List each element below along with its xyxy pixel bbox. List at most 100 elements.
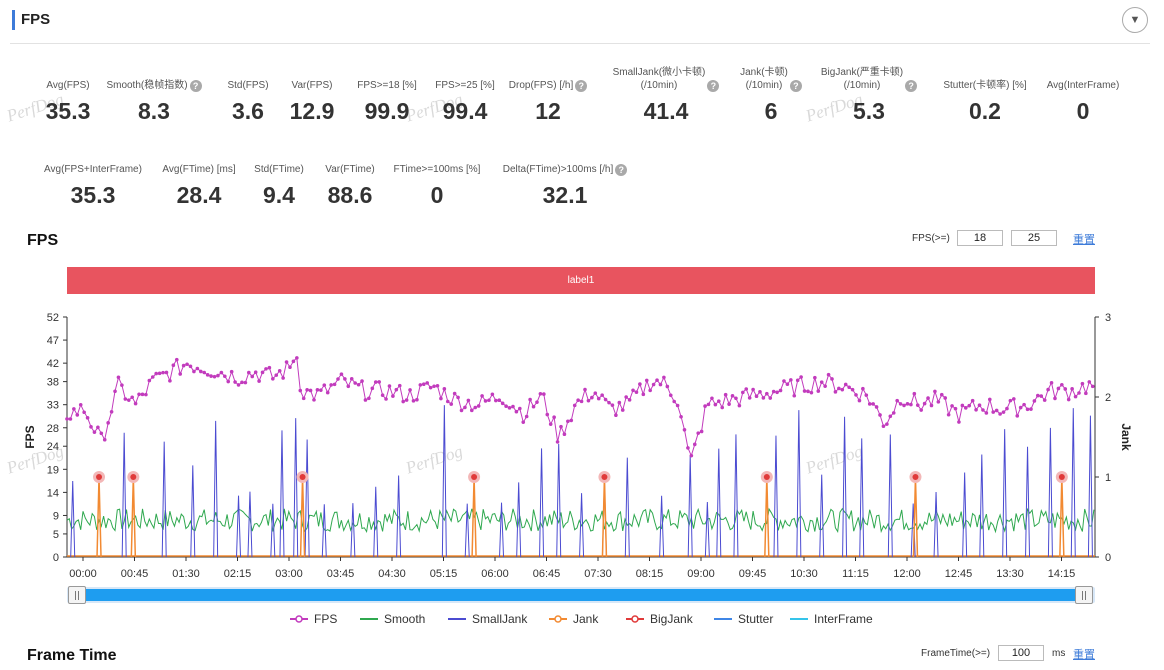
zoom-slider-range[interactable] [77, 589, 1085, 601]
fps-chart-title: FPS [27, 232, 59, 249]
help-icon[interactable]: ? [789, 80, 802, 92]
fps-point [247, 370, 251, 375]
fps-point [843, 382, 848, 387]
fps-point [699, 429, 704, 434]
fps-point [312, 398, 316, 402]
smalljank-spike [704, 502, 710, 558]
fps-point [518, 406, 522, 411]
fps-point [181, 363, 186, 368]
fps-point [68, 417, 73, 421]
x-tick-label: 02:15 [224, 568, 252, 580]
fps-point [847, 385, 851, 390]
metric-label: Var(FTime) [318, 150, 382, 176]
fps-point [686, 446, 690, 450]
fps-point [102, 437, 107, 442]
fps-point [1087, 380, 1092, 384]
chevron-down-icon: ▼ [1129, 14, 1141, 26]
frame-time-title: Frame Time [27, 647, 117, 664]
legend-item[interactable]: BigJank [626, 612, 693, 626]
fps-point [1049, 380, 1054, 385]
bigjank-point [130, 474, 137, 480]
legend-item[interactable]: InterFrame [790, 612, 873, 626]
fps-point [782, 379, 786, 383]
legend-item[interactable]: Jank [549, 612, 598, 626]
help-icon[interactable]: ? [575, 80, 588, 92]
metric-label: Avg(InterFrame) [1038, 66, 1128, 92]
y-left-tick-label: 28 [47, 423, 59, 435]
legend-item[interactable]: Smooth [360, 612, 425, 626]
y-right-axis-title: Jank [1119, 423, 1133, 451]
fps-point [85, 416, 90, 420]
fps-point [106, 421, 110, 425]
fps-point [113, 389, 117, 394]
x-tick-label: 12:00 [893, 568, 921, 580]
help-icon[interactable]: ? [707, 80, 720, 92]
frame-time-reset-link[interactable]: 重置 [1073, 649, 1095, 661]
legend-item[interactable]: SmallJank [448, 612, 527, 626]
jank-spike [601, 476, 608, 558]
fps-point [226, 379, 231, 384]
fps-threshold-2-input[interactable] [1011, 230, 1057, 246]
fps-point [716, 399, 721, 403]
label-band[interactable]: label1 [67, 267, 1095, 294]
legend-item[interactable]: Stutter [714, 612, 773, 626]
metric-label: Avg(FPS) [28, 66, 108, 92]
help-icon[interactable]: ? [905, 80, 918, 92]
jank-spike [130, 476, 137, 558]
legend-label: FPS [314, 612, 338, 626]
frame-time-unit: ms [1052, 648, 1066, 659]
fps-point [593, 391, 598, 395]
metric-value: 99.9 [364, 98, 410, 124]
fps-threshold-1-input[interactable] [957, 230, 1003, 246]
metric-card: BigJank(严重卡顿) (/10min)? 5.3 [818, 66, 920, 125]
fps-point [198, 369, 203, 374]
fps-reset-link[interactable]: 重置 [1073, 234, 1095, 246]
fps-point [168, 379, 172, 383]
frame-time-threshold-input[interactable] [998, 645, 1044, 661]
fps-point [442, 387, 447, 391]
fps-point [548, 422, 553, 426]
fps-point [195, 366, 200, 371]
metric-card: FTime>=100ms [%] 0 [388, 150, 486, 209]
fps-point [662, 375, 666, 380]
fps-point [737, 403, 742, 408]
bigjank-point [1058, 474, 1065, 480]
fps-point [981, 408, 985, 412]
fps-point [459, 408, 464, 413]
fps-point [253, 370, 258, 374]
legend-item[interactable]: FPS [290, 612, 337, 626]
fps-point [692, 442, 697, 447]
fps-point [387, 384, 392, 388]
fps-point [933, 389, 937, 394]
fps-point [950, 404, 954, 408]
metric-label: Avg(FPS+InterFrame) [36, 150, 150, 176]
fps-point [730, 394, 735, 398]
collapse-button[interactable]: ▼ [1122, 7, 1148, 33]
fps-point [483, 399, 488, 403]
metric-label-text: FPS>=18 [%] [357, 80, 417, 91]
metric-label-text: Avg(InterFrame) [1046, 80, 1120, 91]
fps-point [785, 382, 790, 387]
fps-point [939, 392, 944, 397]
legend-label: Smooth [384, 612, 426, 626]
fps-point [240, 380, 244, 385]
metric-card: FPS>=25 [%] 99.4 [425, 66, 505, 125]
zoom-slider-right-handle[interactable] [1075, 586, 1093, 604]
fps-point [1025, 407, 1030, 412]
help-icon[interactable]: ? [615, 164, 628, 176]
fps-point [926, 396, 930, 400]
fps-point [178, 372, 183, 376]
fps-point [895, 398, 899, 403]
fps-point [500, 401, 505, 406]
metric-card: Stutter(卡顿率) [%] 0.2 [935, 66, 1035, 125]
help-icon[interactable]: ? [189, 80, 202, 92]
fps-point [555, 440, 560, 444]
zoom-slider-left-handle[interactable] [68, 586, 86, 604]
fps-point [596, 396, 601, 401]
fps-point [439, 396, 443, 401]
x-tick-label: 00:00 [69, 568, 97, 580]
fps-point [871, 402, 875, 406]
fps-point [799, 375, 803, 379]
fps-point [1001, 410, 1006, 414]
fps-point [202, 370, 207, 375]
